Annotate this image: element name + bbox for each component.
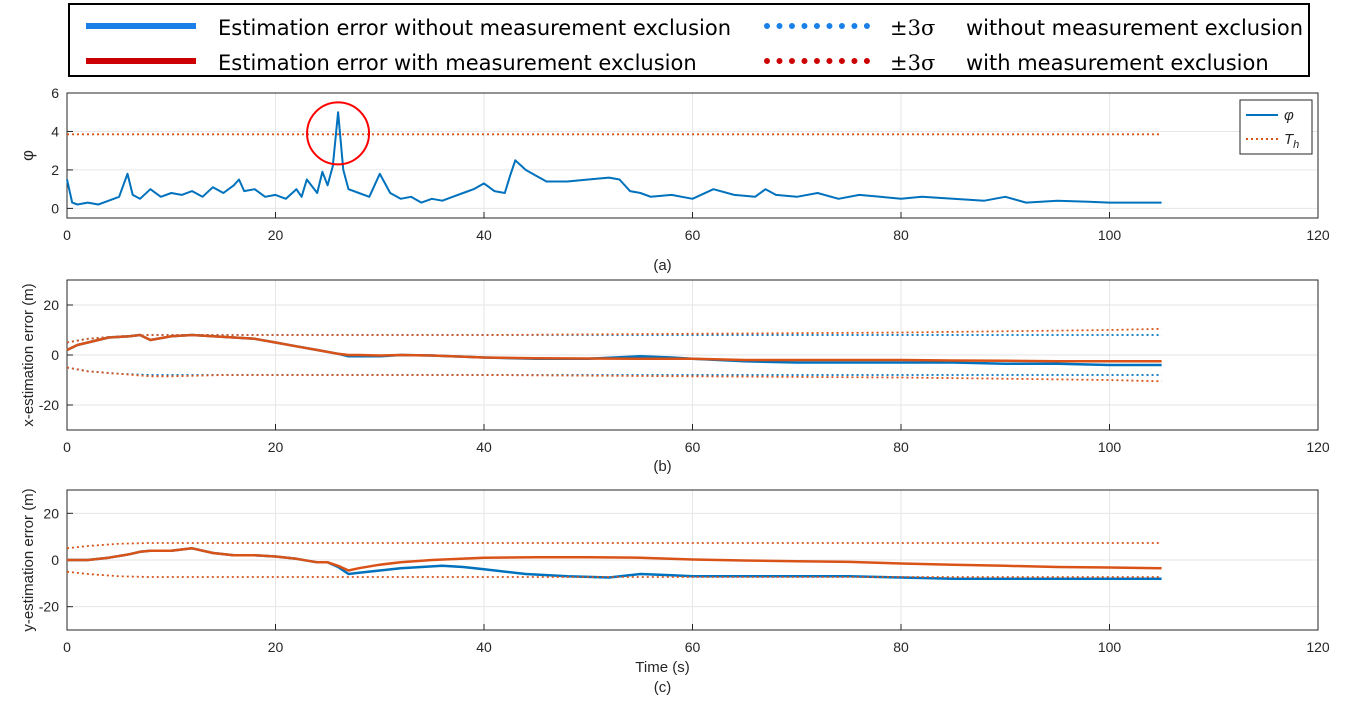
legend-label-2: Estimation error with measurement exclus…: [218, 51, 697, 75]
panel-caption: (c): [654, 679, 672, 696]
series-line-2: [67, 547, 1162, 572]
series-line-3: [66, 334, 1162, 344]
x-tick-label: 80: [893, 439, 909, 455]
panel-caption: (b): [653, 458, 671, 475]
y-axis-label: x-estimation error (m): [20, 283, 37, 426]
y-tick-label: 2: [51, 162, 59, 178]
x-tick-label: 80: [893, 639, 909, 655]
chart-panel-3: 0 20 40 60 80 100 120 -20 0 20 y-estimation error …: [20, 488, 1330, 696]
legend-line-red-solid: [86, 58, 196, 64]
y-tick-label: 20: [43, 297, 59, 313]
x-tick-label: 40: [476, 227, 492, 243]
x-tick-label: 40: [476, 639, 492, 655]
legend-symbol-3: ±3σ: [890, 16, 936, 40]
series-line-6: [66, 366, 1162, 383]
y-axis-label: y-estimation error (m): [20, 488, 37, 631]
x-axis-label: Time (s): [635, 659, 689, 676]
y-tick-label: -20: [39, 599, 59, 615]
legend-line-blue-dotted: [764, 23, 870, 29]
x-tick-label: 20: [268, 227, 284, 243]
y-axis-label: φ: [18, 150, 37, 161]
y-tick-label: 4: [51, 123, 59, 139]
series-line-5: [66, 327, 1162, 344]
x-tick-label: 20: [268, 639, 284, 655]
y-tick-label: 0: [51, 552, 59, 568]
x-tick-label: 0: [63, 227, 71, 243]
x-tick-label: 20: [268, 439, 284, 455]
x-tick-label: 100: [1098, 439, 1122, 455]
x-tick-label: 60: [685, 439, 701, 455]
series-line-1: [66, 111, 1162, 206]
legend-label-4: with measurement exclusion: [966, 51, 1269, 75]
legend-label-3: without measurement exclusion: [966, 16, 1304, 40]
plot-legend-label-1: φ: [1284, 107, 1294, 124]
x-tick-label: 60: [685, 227, 701, 243]
x-tick-label: 120: [1306, 439, 1330, 455]
legend: Estimation error without measurement exc…: [68, 3, 1310, 77]
x-tick-label: 120: [1306, 639, 1330, 655]
legend-line-red-dotted: [764, 58, 870, 64]
series-line-3: [66, 542, 1162, 550]
x-tick-label: 0: [63, 439, 71, 455]
y-tick-label: 0: [51, 347, 59, 363]
y-tick-label: 6: [51, 85, 59, 101]
x-tick-label: 80: [893, 227, 909, 243]
series-line-2: [66, 333, 1162, 363]
chart-panel-2: 0 20 40 60 80 100 120 -20 0 20 x-estimation error …: [20, 279, 1330, 475]
panel-caption: (a): [653, 257, 671, 274]
legend-line-blue-solid: [86, 23, 196, 29]
y-tick-label: -20: [39, 397, 59, 413]
plot-legend-box: [1239, 99, 1313, 155]
series-line-4: [66, 366, 1162, 376]
x-tick-label: 60: [685, 639, 701, 655]
highlight-circle: [306, 101, 371, 166]
x-tick-label: 100: [1098, 639, 1122, 655]
legend-label-1: Estimation error without measurement exc…: [218, 16, 732, 40]
series-line-1: [67, 547, 1162, 580]
x-tick-label: 40: [476, 439, 492, 455]
x-tick-label: 100: [1098, 227, 1122, 243]
y-tick-label: 20: [43, 505, 59, 521]
x-tick-label: 0: [63, 639, 71, 655]
legend-symbol-4: ±3σ: [890, 51, 936, 75]
x-tick-label: 120: [1306, 227, 1330, 243]
y-tick-label: 0: [51, 200, 59, 216]
